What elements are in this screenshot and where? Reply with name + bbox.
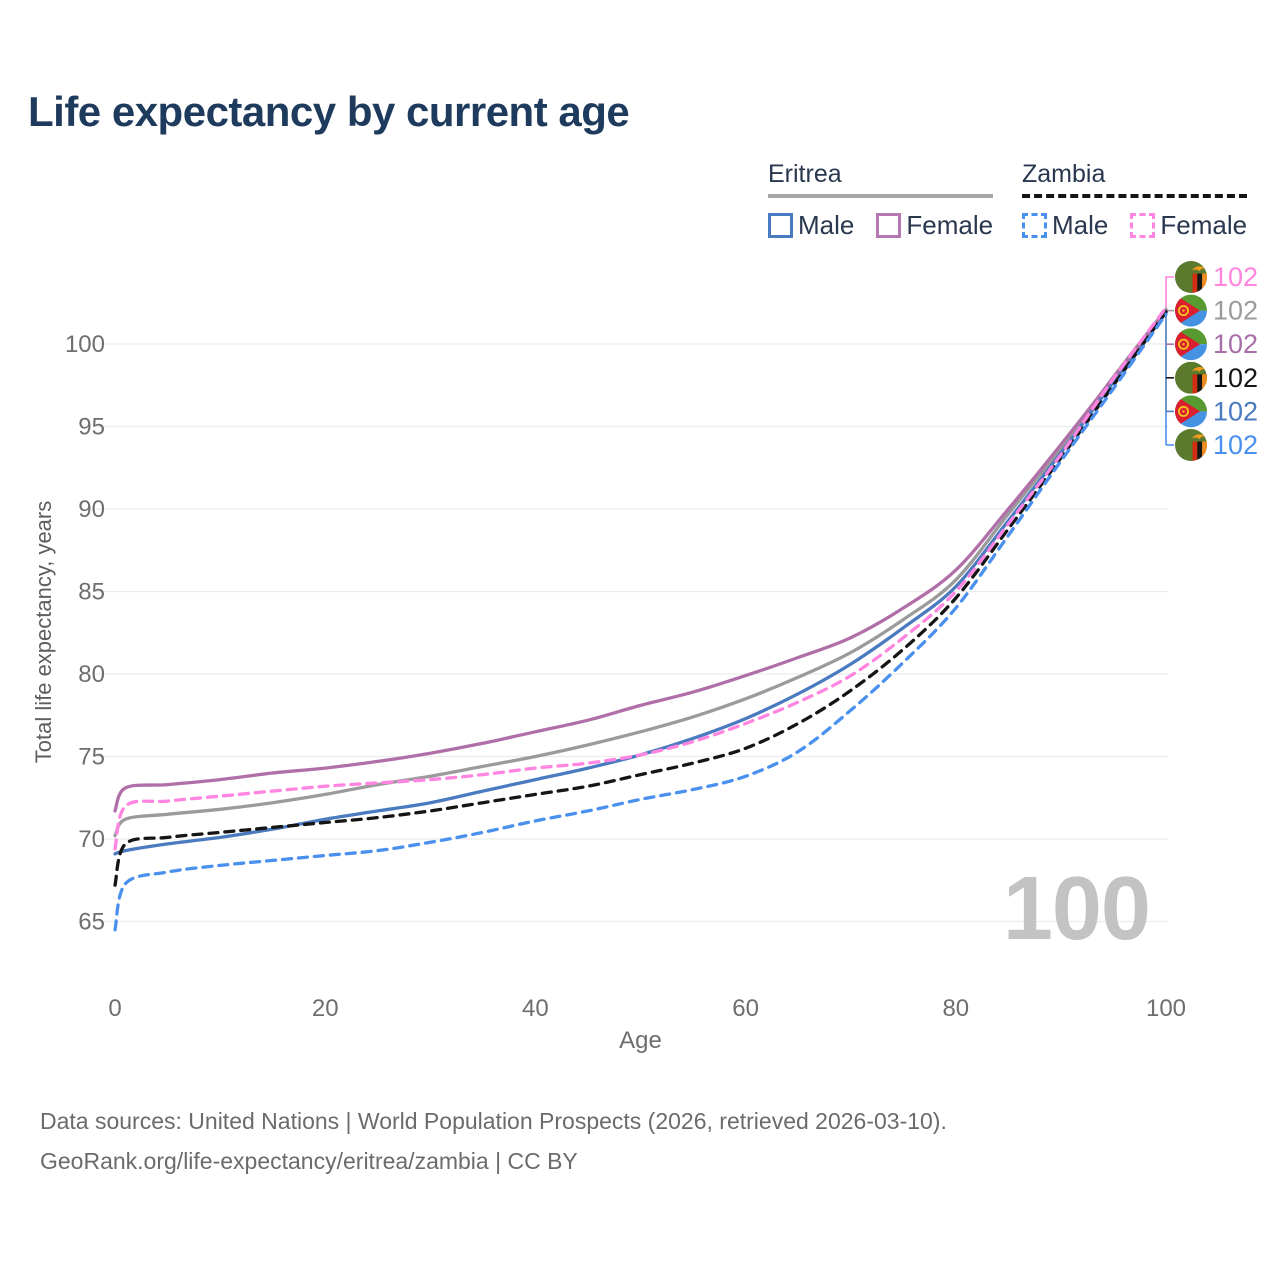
x-tick-label: 40 (522, 995, 549, 1022)
end-label-eritrea-female: 102 (1175, 328, 1258, 360)
y-tick-label: 95 (78, 414, 105, 441)
legend-item-zambia-male[interactable]: Male (1022, 210, 1108, 241)
legend-group-eritrea: Eritrea Male Female (768, 160, 994, 241)
x-tick-labels: 0 20 40 60 80 100 Age (108, 995, 1186, 1054)
zambia-flag-icon (1175, 362, 1207, 394)
legend-label-eritrea-male: Male (798, 210, 855, 240)
legend-label-zambia-male: Male (1052, 210, 1109, 240)
y-tick-label: 70 (78, 826, 105, 853)
x-tick-label: 0 (108, 995, 121, 1022)
footer-attribution: GeoRank.org/life-expectancy/eritrea/zamb… (40, 1148, 578, 1174)
y-tick-label: 65 (78, 909, 105, 936)
legend-item-eritrea-male[interactable]: Male (768, 210, 854, 241)
end-label-value: 102 (1213, 396, 1258, 426)
y-tick-label: 80 (78, 661, 105, 688)
end-label-value: 102 (1213, 329, 1258, 359)
legend-item-zambia-female[interactable]: Female (1130, 210, 1247, 241)
legend-swatch-eritrea-female-icon (876, 213, 902, 238)
series-line-zambia-total[interactable] (113, 310, 1168, 887)
eritrea-flag-icon (1175, 295, 1207, 327)
legend-group-zambia: Zambia Male Female (1022, 160, 1248, 241)
eritrea-flag-icon (1175, 328, 1207, 360)
current-age-watermark: 100 (1002, 859, 1151, 959)
end-label-connectors (1165, 276, 1174, 446)
y-tick-label: 100 (65, 331, 105, 358)
end-label-eritrea-male: 102 (1175, 395, 1258, 427)
chart-title: Life expectancy by current age (28, 88, 630, 135)
y-tick-label: 85 (78, 579, 105, 606)
legend-country-eritrea: Eritrea (768, 160, 842, 188)
legend-label-eritrea-female: Female (906, 210, 994, 240)
end-label-value: 102 (1213, 363, 1258, 393)
x-axis-label: Age (619, 1027, 662, 1054)
legend-underline-solid-icon (768, 194, 994, 198)
series-line-eritrea-female[interactable] (113, 309, 1168, 813)
legend-underline-dashed-icon (1022, 194, 1248, 198)
x-tick-label: 80 (942, 995, 969, 1022)
connector-line (1165, 276, 1174, 308)
legend-swatch-zambia-female-icon (1130, 213, 1156, 238)
series-line-zambia-female[interactable] (113, 306, 1168, 851)
series-lines (113, 306, 1168, 932)
end-label-value: 102 (1213, 296, 1258, 326)
footer-data-sources: Data sources: United Nations | World Pop… (40, 1108, 947, 1134)
eritrea-flag-icon (1175, 395, 1207, 427)
gridlines (96, 343, 1168, 923)
y-tick-label: 90 (78, 496, 105, 523)
end-label-value: 102 (1213, 430, 1258, 460)
end-label-eritrea-total: 102 (1175, 295, 1258, 327)
x-tick-label: 100 (1146, 995, 1186, 1022)
legend-swatch-zambia-male-icon (1022, 213, 1047, 238)
x-tick-label: 20 (312, 995, 339, 1022)
legend-item-eritrea-female[interactable]: Female (876, 210, 993, 241)
end-label-zambia-male: 102 (1175, 429, 1258, 461)
x-tick-label: 60 (732, 995, 759, 1022)
series-line-eritrea-total[interactable] (113, 307, 1168, 838)
y-tick-label: 75 (78, 744, 105, 771)
legend-label-zambia-female: Female (1160, 210, 1248, 240)
series-line-zambia-male[interactable] (113, 312, 1168, 932)
zambia-flag-icon (1175, 261, 1207, 293)
end-label-value: 102 (1213, 262, 1258, 292)
legend-country-zambia: Zambia (1022, 160, 1106, 188)
y-tick-labels: 65 70 75 80 85 90 95 100 (65, 331, 105, 936)
end-label-zambia-total: 102 (1175, 362, 1258, 394)
zambia-flag-icon (1175, 429, 1207, 461)
legend-swatch-eritrea-male-icon (768, 213, 793, 238)
end-label-zambia-female: 102 (1175, 261, 1258, 293)
